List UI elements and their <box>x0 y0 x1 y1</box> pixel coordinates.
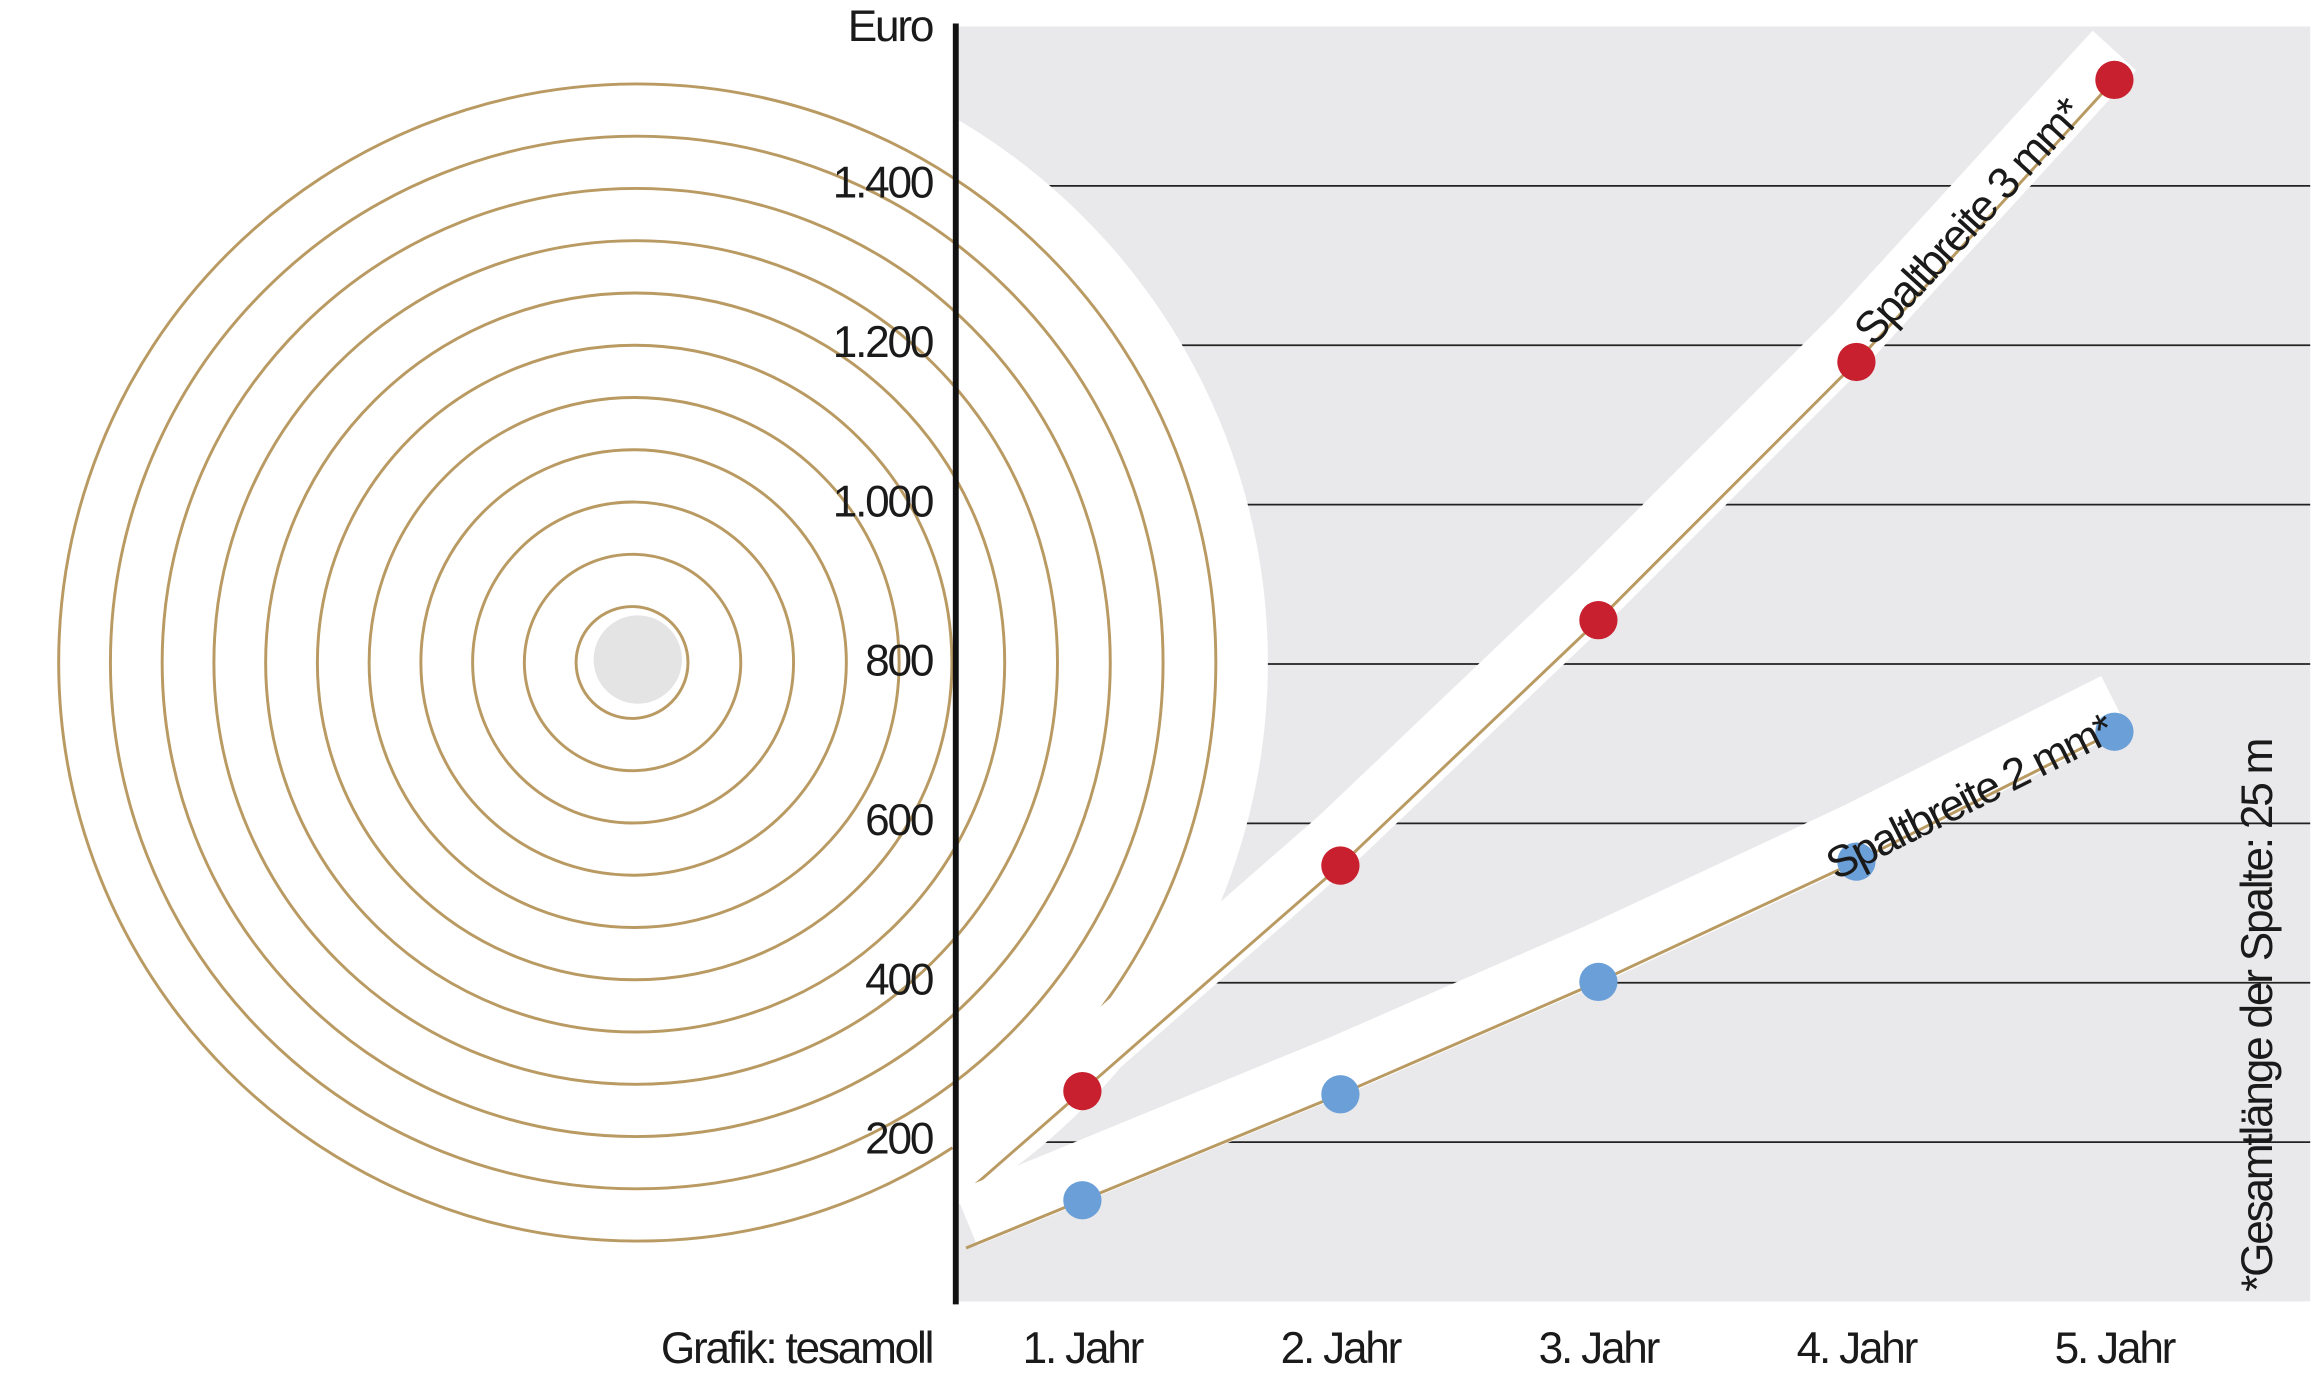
y-tick-label: 800 <box>865 637 933 686</box>
data-point <box>1837 842 1876 881</box>
note: *Gesamtlänge der Spalte: 25 m <box>2233 740 2282 1292</box>
source: Grafik: tesamoll <box>661 1324 932 1373</box>
data-point <box>1837 342 1876 382</box>
spiral-ring <box>522 552 743 773</box>
y-tick-label: 400 <box>865 955 933 1004</box>
spiral-ring <box>419 448 848 877</box>
spiral-ring <box>264 291 1007 1034</box>
spiral-core <box>593 615 682 704</box>
data-point <box>1063 1071 1102 1111</box>
x-tick-label: 2. Jahr <box>1281 1324 1402 1373</box>
data-point <box>1579 962 1618 1002</box>
data-point <box>1579 601 1618 640</box>
marks <box>1063 60 2134 1220</box>
spiral-ring <box>212 239 1059 1086</box>
x-tick-label: 1. Jahr <box>1023 1324 1144 1373</box>
line-extension <box>965 1198 1083 1250</box>
band <box>946 30 2137 1186</box>
spiral-ring <box>160 186 1112 1139</box>
spiral-ring <box>367 396 901 929</box>
y-tick-label: 1.200 <box>833 318 933 367</box>
y-tick-label: 200 <box>865 1115 933 1164</box>
data-point <box>1063 1181 1102 1220</box>
y-axis-label: Euro <box>848 2 933 51</box>
spiral-ring <box>315 343 954 982</box>
y-tick-label: 600 <box>865 796 933 845</box>
data-point <box>1321 846 1360 885</box>
spiral-ring <box>108 134 1165 1191</box>
data-point <box>1321 1075 1360 1114</box>
x-tick-label: 4. Jahr <box>1797 1324 1918 1373</box>
line-extension <box>965 1089 1084 1194</box>
data-point <box>2095 60 2134 100</box>
x-tick-label: 3. Jahr <box>1539 1324 1660 1373</box>
data-point <box>2095 712 2134 751</box>
y-tick-label: 1.400 <box>833 159 933 208</box>
y-tick-label: 1.000 <box>833 477 933 526</box>
x-tick-label: 5. Jahr <box>2055 1324 2176 1373</box>
spiral-ring <box>574 605 690 720</box>
spiral-ring <box>471 500 796 825</box>
spiral-ring <box>57 82 1218 1243</box>
band <box>954 675 2128 1246</box>
bands <box>946 30 2137 1250</box>
